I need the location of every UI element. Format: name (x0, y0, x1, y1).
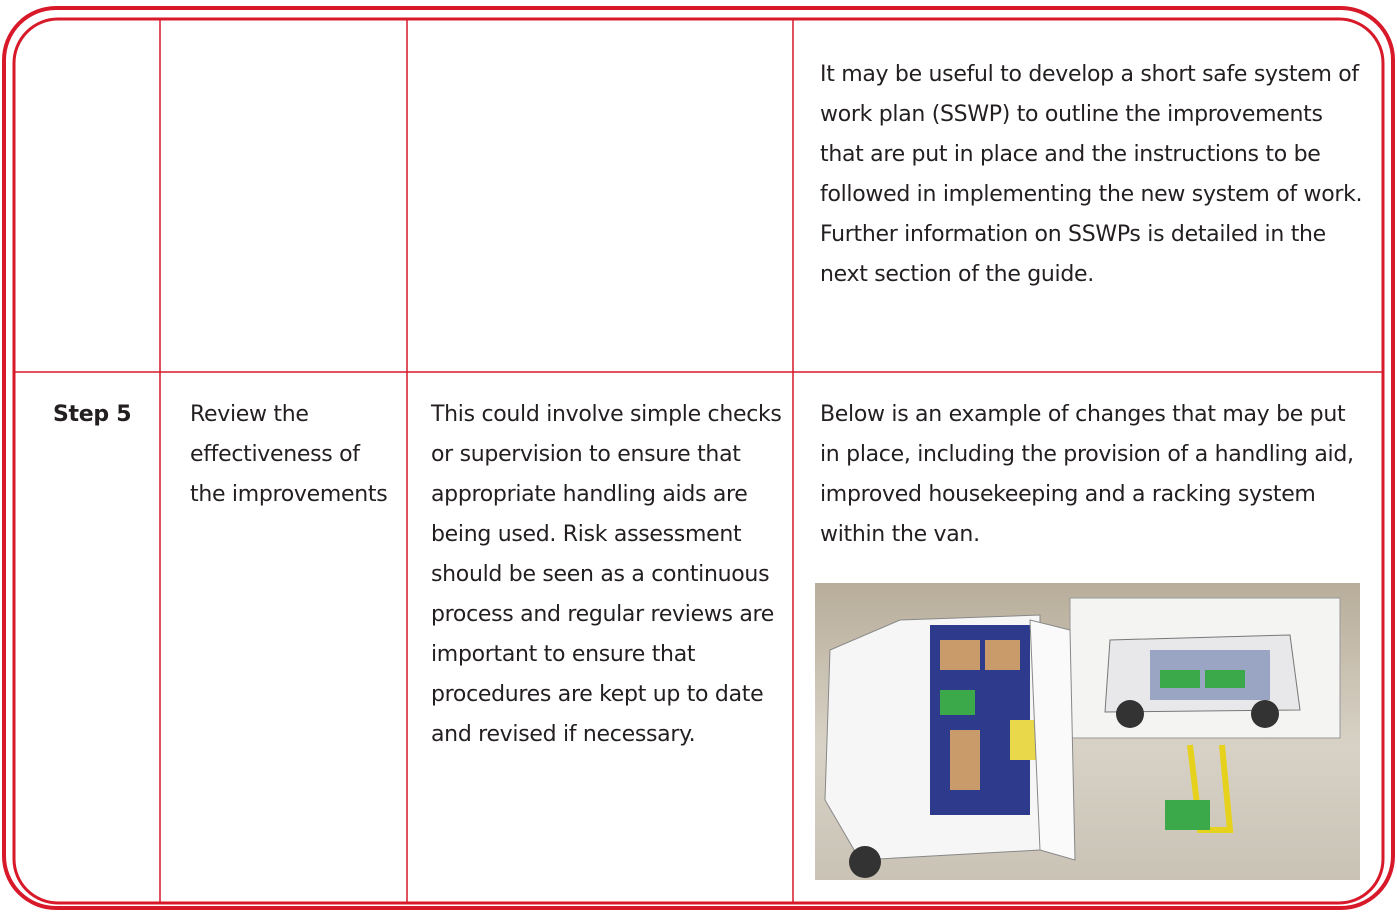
inner-border (12, 17, 1385, 905)
step-label: Step 5 (53, 402, 132, 427)
details-text: This could involve simple checks or supe… (431, 402, 782, 747)
van-illustration (815, 583, 1360, 880)
notes-text: It may be useful to develop a short safe… (820, 62, 1363, 287)
action-text: Review the effectiveness of the improvem… (190, 402, 388, 507)
outer-border (2, 6, 1395, 910)
notes-text: Below is an example of changes that may … (820, 402, 1354, 547)
